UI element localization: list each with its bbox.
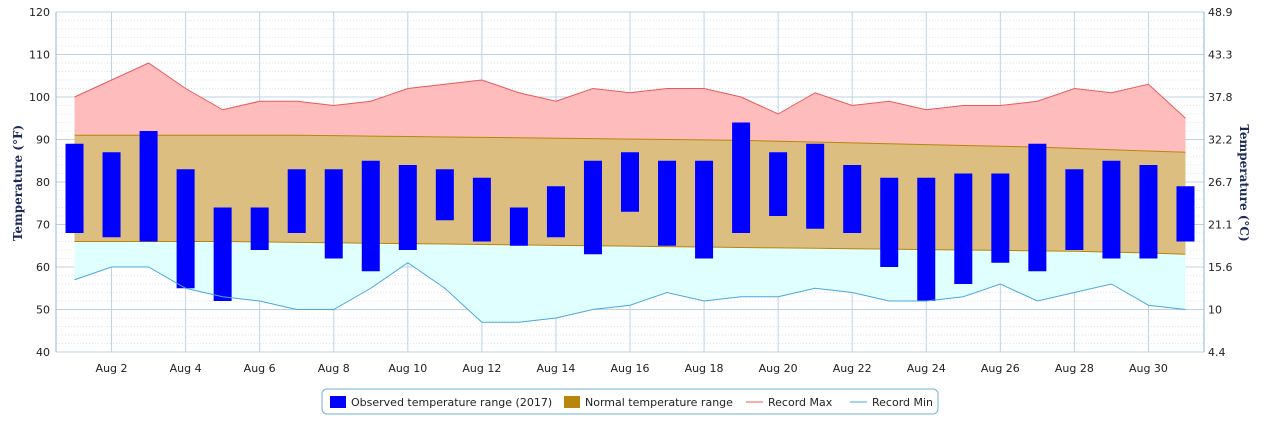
x-axis-ticks: Aug 2 Aug 4 Aug 6 Aug 8 Aug 10 Aug 12 Aug 14 Au…	[96, 362, 1168, 375]
legend-label-record-min: Record Min	[872, 396, 933, 409]
observed-bar	[176, 169, 195, 289]
right-tick-label: 4.4	[1208, 346, 1226, 359]
observed-bar	[1139, 165, 1158, 259]
legend: Observed temperature range (2017) Normal…	[321, 388, 939, 415]
record-high-area	[74, 63, 1186, 153]
left-tick-label: 40	[36, 346, 50, 359]
observed-bar	[583, 160, 602, 255]
observed-bar	[213, 207, 232, 301]
observed-bar	[546, 186, 565, 238]
y-axis-right-title: Temperature (°C)	[1237, 124, 1251, 241]
observed-bar	[1176, 186, 1195, 242]
observed-bar	[398, 165, 417, 250]
observed-bar	[1102, 160, 1121, 259]
x-tick-label: Aug 24	[907, 362, 946, 375]
observed-bar	[843, 165, 862, 233]
x-tick-label: Aug 28	[1055, 362, 1094, 375]
legend-item-normal[interactable]: Normal temperature range	[564, 396, 733, 409]
left-tick-label: 110	[29, 49, 50, 62]
observed-bar	[695, 160, 714, 259]
record-max-line	[74, 62, 1186, 119]
x-tick-label: Aug 30	[1129, 362, 1168, 375]
left-axis-ticks: 40 50 60 70 80 90 100 110 120	[29, 6, 50, 359]
right-tick-label: 48.9	[1208, 6, 1233, 19]
observed-bar	[917, 177, 936, 301]
right-axis-ticks: 4.4 10 15.6 21.1 26.7 32.2 37.8 43.3 48.9	[1208, 6, 1233, 359]
legend-swatch-observed	[330, 396, 346, 408]
observed-bar	[65, 143, 84, 233]
left-tick-label: 100	[29, 91, 50, 104]
right-tick-label: 37.8	[1208, 91, 1233, 104]
right-tick-label: 15.6	[1208, 261, 1233, 274]
observed-bar	[435, 169, 454, 221]
legend-item-record-min[interactable]: Record Min	[850, 396, 933, 409]
legend-label-record-max: Record Max	[768, 396, 833, 409]
normal-high-edge	[74, 134, 1186, 153]
observed-bar	[658, 160, 677, 246]
x-tick-label: Aug 22	[833, 362, 872, 375]
left-tick-label: 60	[36, 261, 50, 274]
observed-bar	[991, 173, 1010, 263]
observed-bar	[1028, 143, 1047, 272]
observed-bar	[880, 177, 899, 267]
observed-bar	[250, 207, 269, 250]
right-tick-label: 32.2	[1208, 134, 1233, 147]
record-lines	[74, 62, 1186, 323]
x-tick-label: Aug 6	[244, 362, 276, 375]
x-tick-label: Aug 16	[611, 362, 650, 375]
observed-bar	[954, 173, 973, 284]
x-tick-label: Aug 8	[318, 362, 350, 375]
observed-bar	[769, 152, 788, 216]
observed-bar	[732, 122, 751, 233]
y-axis-left-title: Temperature (°F)	[11, 125, 25, 241]
observed-bars	[65, 122, 1195, 301]
legend-item-record-max[interactable]: Record Max	[746, 396, 833, 409]
x-tick-label: Aug 26	[981, 362, 1020, 375]
left-tick-label: 90	[36, 134, 50, 147]
legend-box	[321, 388, 939, 415]
observed-bar	[287, 169, 306, 233]
right-tick-label: 21.1	[1208, 219, 1233, 232]
observed-bar	[361, 160, 380, 272]
x-tick-label: Aug 10	[388, 362, 427, 375]
left-tick-label: 70	[36, 219, 50, 232]
legend-label-observed: Observed temperature range (2017)	[351, 396, 552, 409]
legend-item-observed[interactable]: Observed temperature range (2017)	[330, 396, 552, 409]
left-tick-label: 120	[29, 6, 50, 19]
observed-bar	[102, 152, 121, 238]
observed-bar	[472, 177, 491, 242]
observed-bar	[139, 131, 158, 242]
x-tick-label: Aug 2	[96, 362, 128, 375]
x-tick-label: Aug 12	[462, 362, 501, 375]
right-tick-label: 10	[1208, 304, 1222, 317]
observed-bar	[324, 169, 343, 259]
observed-bar	[509, 207, 528, 246]
right-tick-label: 26.7	[1208, 176, 1233, 189]
x-tick-label: Aug 14	[536, 362, 575, 375]
record-min-line	[74, 262, 1186, 323]
right-tick-label: 43.3	[1208, 49, 1233, 62]
x-tick-label: Aug 20	[759, 362, 798, 375]
x-tick-label: Aug 18	[685, 362, 724, 375]
observed-bar	[806, 143, 825, 229]
record-low-area	[74, 241, 1186, 323]
observed-bar	[1065, 169, 1084, 250]
observed-bar	[621, 152, 639, 212]
left-tick-label: 50	[36, 304, 50, 317]
x-tick-label: Aug 4	[170, 362, 202, 375]
legend-swatch-normal	[564, 396, 580, 408]
legend-label-normal: Normal temperature range	[585, 396, 733, 409]
left-tick-label: 80	[36, 176, 50, 189]
